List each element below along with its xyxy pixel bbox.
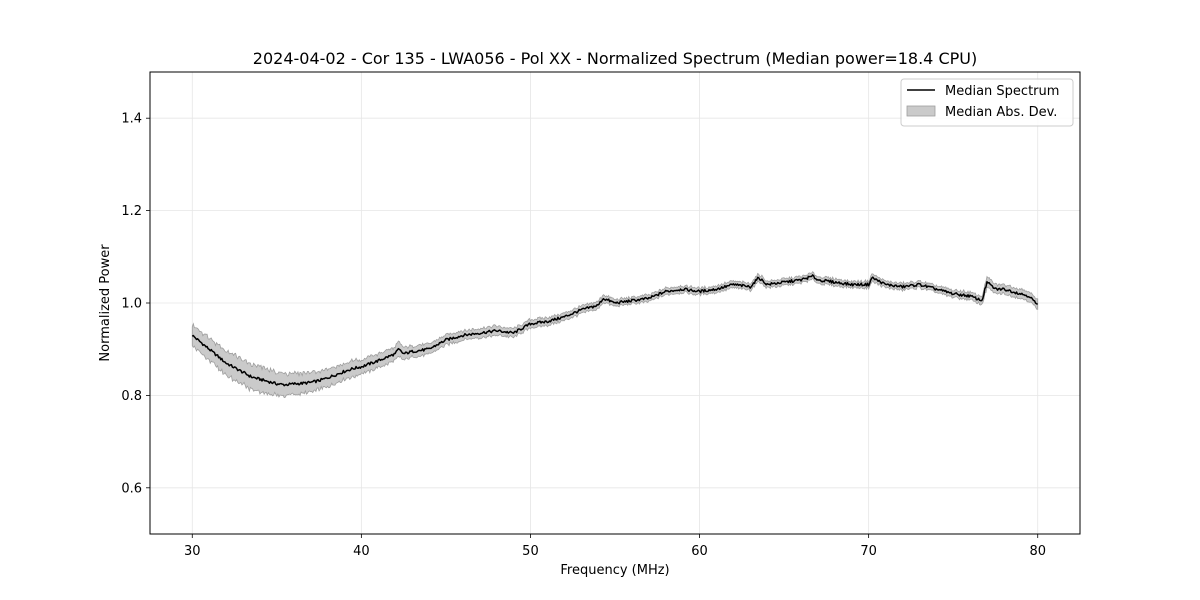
y-axis-ticks: 0.6 0.8 1.0 1.2 1.4 (121, 112, 150, 496)
median-spectrum-line (191, 274, 1038, 387)
legend: Median Spectrum Median Abs. Dev. (900, 78, 1074, 127)
chart-title: 2024-04-02 - Cor 135 - LWA056 - Pol XX -… (253, 49, 977, 68)
legend-mad-label: Median Abs. Dev. (945, 105, 1057, 120)
y-tick-label: 1.4 (121, 112, 142, 127)
legend-median-label: Median Spectrum (945, 84, 1059, 99)
legend-mad-swatch (906, 105, 936, 117)
y-tick-label: 0.6 (121, 481, 142, 496)
x-tick-label: 80 (1029, 544, 1046, 559)
y-tick-label: 1.2 (121, 204, 142, 219)
legend-box (900, 78, 1074, 127)
x-tick-label: 30 (184, 544, 201, 559)
x-tick-label: 40 (353, 544, 370, 559)
median-line-layer (191, 274, 1038, 387)
x-tick-label: 50 (522, 544, 539, 559)
x-axis-ticks: 30 40 50 60 70 80 (184, 534, 1046, 559)
y-tick-label: 0.8 (121, 389, 142, 404)
y-tick-label: 1.0 (121, 297, 142, 312)
x-tick-label: 70 (860, 544, 877, 559)
x-tick-label: 60 (691, 544, 708, 559)
x-axis-label: Frequency (MHz) (560, 563, 669, 578)
y-axis-label: Normalized Power (98, 244, 113, 362)
